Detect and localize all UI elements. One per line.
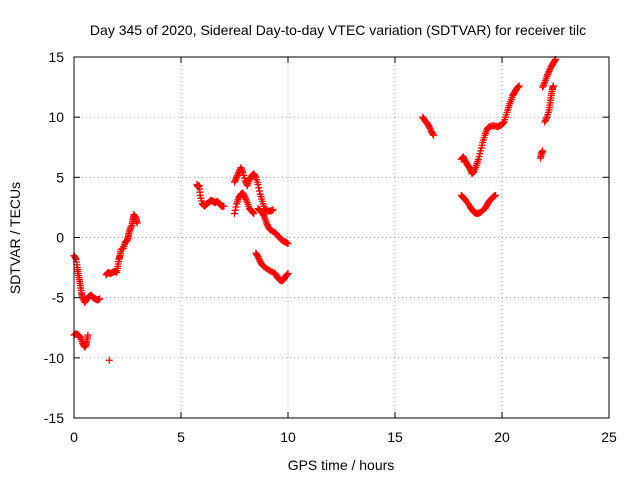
data-point (231, 206, 239, 214)
data-point (238, 167, 246, 175)
data-point (283, 270, 291, 278)
data-point (514, 83, 522, 91)
data-point (71, 254, 79, 262)
data-point (539, 81, 547, 89)
data-point (96, 295, 104, 303)
data-point (255, 184, 263, 192)
data-point (243, 197, 251, 205)
y-tick-label: 15 (48, 49, 64, 65)
data-point (260, 211, 268, 219)
x-tick-label: 25 (601, 429, 617, 445)
x-tick-label: 10 (280, 429, 296, 445)
data-point (545, 67, 553, 75)
y-tick-label: 10 (48, 109, 64, 125)
axis-ticks: 0 5 10 15 20 25 15 10 5 0 -5 -10 -15 (44, 49, 617, 445)
data-point (233, 173, 241, 181)
y-axis-label: SDTVAR / TECUs (7, 182, 23, 294)
data-point (258, 208, 266, 216)
data-point (75, 332, 83, 340)
y-tick-label: -5 (52, 290, 65, 306)
y-tick-label: -15 (44, 410, 64, 426)
data-point (269, 206, 277, 214)
data-point (254, 181, 262, 189)
data-point (549, 82, 557, 90)
data-point (551, 57, 559, 65)
y-tick-label: -10 (44, 350, 64, 366)
data-point (239, 189, 247, 197)
y-tick-label: 5 (56, 169, 64, 185)
data-point (426, 124, 434, 132)
data-point (543, 72, 551, 80)
data-point (231, 177, 239, 185)
data-point (248, 208, 256, 216)
data-point (539, 83, 547, 91)
data-point (232, 203, 240, 211)
data-point (255, 187, 263, 195)
data-point (232, 175, 240, 183)
data-point (233, 172, 241, 180)
data-point (237, 164, 245, 172)
data-point (430, 131, 438, 139)
data-point (240, 192, 248, 200)
data-point (514, 83, 522, 91)
data-point (133, 219, 141, 227)
data-point (429, 130, 437, 138)
data-point (231, 178, 238, 186)
data-point (460, 195, 468, 203)
data-point (492, 191, 500, 199)
data-point (231, 209, 238, 217)
x-tick-label: 0 (70, 429, 78, 445)
x-tick-label: 20 (494, 429, 510, 445)
data-point (284, 240, 292, 248)
data-point (459, 153, 467, 161)
data-point (251, 172, 259, 180)
data-point (263, 219, 271, 227)
data-point (234, 170, 242, 178)
data-point (425, 123, 433, 131)
data-point (546, 66, 554, 74)
x-tick-label: 15 (387, 429, 403, 445)
data-point (460, 154, 468, 162)
data-point (84, 331, 92, 339)
data-points (70, 55, 559, 364)
data-point (240, 191, 248, 199)
y-tick-label: 0 (56, 230, 64, 246)
data-point (499, 119, 507, 127)
plot-frame (73, 56, 610, 419)
data-point (250, 209, 258, 217)
data-point (539, 147, 547, 155)
data-point (105, 356, 113, 364)
data-point (284, 270, 292, 278)
data-point (542, 115, 550, 123)
data-point (542, 116, 550, 124)
data-point (540, 80, 548, 88)
chart-title: Day 345 of 2020, Sidereal Day-to-day VTE… (90, 22, 586, 38)
data-point (249, 209, 257, 217)
data-point (541, 118, 549, 126)
data-point (254, 253, 262, 261)
data-point (263, 221, 271, 229)
x-axis-label: GPS time / hours (288, 457, 395, 473)
data-point (238, 165, 246, 173)
data-point (220, 202, 228, 210)
data-point (259, 210, 267, 218)
data-point (469, 169, 477, 177)
data-point (242, 195, 250, 203)
data-point (283, 271, 291, 279)
data-point (544, 69, 552, 77)
data-point (255, 254, 263, 262)
data-point (499, 120, 507, 128)
data-point (515, 82, 523, 90)
data-point (126, 226, 134, 234)
data-point (544, 71, 552, 79)
grid-lines (74, 57, 609, 418)
data-point (126, 225, 134, 233)
x-tick-label: 5 (177, 429, 185, 445)
data-point (241, 194, 249, 202)
data-point (127, 223, 135, 231)
